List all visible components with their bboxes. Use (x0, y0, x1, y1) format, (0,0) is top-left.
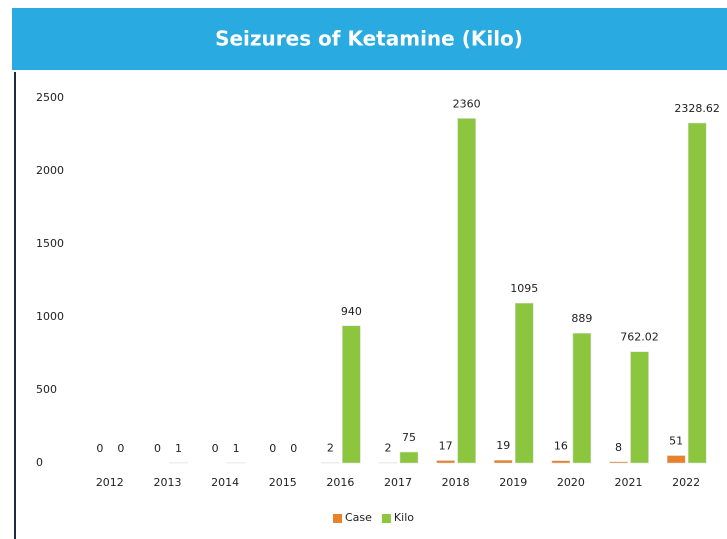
x-tick-label: 2020 (557, 476, 585, 489)
value-label: 762.02 (620, 331, 659, 344)
x-tick-label: 2018 (442, 476, 470, 489)
value-label: 2360 (453, 97, 481, 110)
bar (457, 118, 476, 464)
y-tick-label: 500 (36, 383, 57, 396)
value-label: 1 (175, 442, 182, 455)
x-tick-label: 2017 (384, 476, 412, 489)
value-label: 75 (402, 431, 416, 444)
x-tick-label: 2012 (96, 476, 124, 489)
bar (666, 455, 686, 464)
legend-swatch (333, 514, 342, 523)
bar (630, 351, 649, 464)
value-label: 1095 (510, 282, 538, 295)
y-tick-label: 1000 (36, 310, 64, 323)
value-label: 2 (327, 442, 334, 455)
y-tick-label: 2000 (36, 164, 64, 177)
value-label: 2328.62 (674, 102, 720, 115)
x-tick-label: 2015 (269, 476, 297, 489)
x-tick-label: 2022 (672, 476, 700, 489)
x-tick-label: 2016 (326, 476, 354, 489)
value-label: 0 (290, 442, 297, 455)
y-tick-label: 1500 (36, 237, 64, 250)
x-tick-label: 2019 (499, 476, 527, 489)
x-tick-label: 2021 (615, 476, 643, 489)
bar (609, 461, 628, 464)
value-label: 889 (571, 312, 592, 325)
bar (399, 451, 419, 464)
value-label: 51 (669, 435, 683, 448)
chart-title: Seizures of Ketamine (Kilo) (215, 27, 523, 51)
value-label: 16 (554, 440, 568, 453)
value-label: 0 (269, 442, 276, 455)
value-label: 0 (154, 442, 161, 455)
legend-label: Case (345, 511, 372, 524)
x-tick-label: 2014 (211, 476, 239, 489)
bar (436, 460, 455, 464)
legend-swatch (381, 514, 391, 523)
value-label: 0 (212, 442, 219, 455)
y-tick-label: 2500 (36, 91, 64, 104)
bar (342, 325, 361, 464)
value-label: 0 (117, 442, 124, 455)
x-tick-label: 2013 (153, 476, 181, 489)
bar (515, 302, 534, 464)
value-label: 1 (233, 442, 240, 455)
bar (494, 459, 513, 464)
legend-label: Kilo (394, 511, 414, 524)
value-label: 8 (615, 441, 622, 454)
value-label: 940 (341, 305, 362, 318)
value-label: 17 (439, 440, 453, 453)
value-label: 19 (496, 439, 510, 452)
value-label: 2 (385, 442, 392, 455)
bar (551, 460, 571, 464)
title-banner (12, 8, 727, 70)
bar (687, 122, 707, 464)
bar (572, 332, 592, 464)
y-tick-label: 0 (36, 456, 43, 469)
value-label: 0 (96, 442, 103, 455)
